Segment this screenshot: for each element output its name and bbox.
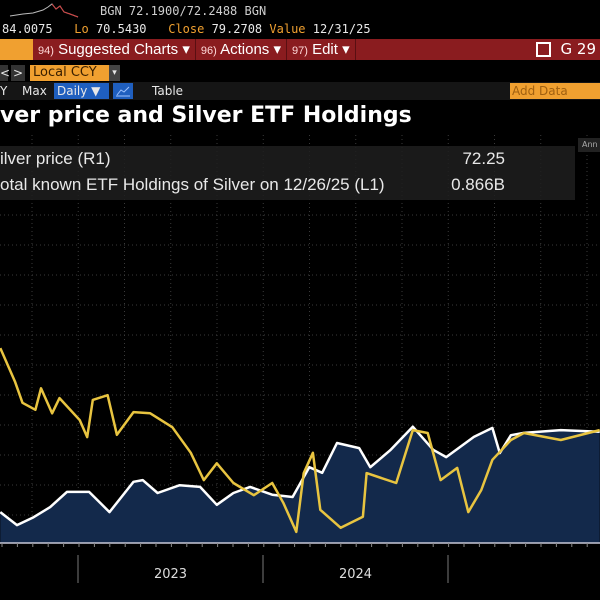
currency-select[interactable]: Local CCY — [30, 65, 109, 81]
export-icon[interactable] — [535, 42, 551, 57]
close-value: 79.2708 — [211, 22, 263, 36]
range-y-button[interactable]: Y — [0, 84, 8, 98]
function-code: G 29 — [560, 40, 596, 58]
high-value: 84.0075 — [2, 22, 53, 36]
legend-value-holdings: 0.866B — [451, 175, 505, 194]
menu-spacer — [356, 39, 536, 60]
value-date: 12/31/25 — [312, 22, 371, 36]
low-value: 70.5430 — [95, 22, 147, 36]
low-label: Lo — [74, 22, 89, 36]
legend-item-price[interactable]: ilver price (R1) — [0, 149, 111, 168]
prev-button[interactable]: < — [0, 65, 11, 81]
x-tick-label: 2023 — [154, 567, 187, 582]
bid-ask-quote: BGN 72.1900/72.2488 BGN — [100, 4, 267, 18]
next-button[interactable]: > — [11, 65, 25, 81]
legend: ilver price (R1) 72.25 otal known ETF Ho… — [0, 146, 575, 200]
annotate-button[interactable]: Ann — [578, 138, 600, 152]
table-button[interactable]: Table — [152, 84, 184, 98]
x-tick-label: 2024 — [339, 567, 372, 582]
sparkline-icon — [9, 3, 79, 18]
command-input[interactable] — [0, 39, 33, 60]
value-label: Value — [269, 22, 306, 36]
legend-item-holdings[interactable]: otal known ETF Holdings of Silver on 12/… — [0, 175, 385, 194]
legend-row-price: ilver price (R1) 72.25 — [0, 146, 575, 172]
close-label: Close — [168, 22, 205, 36]
chart-toolbar: Y Max Daily ▼ Table Add Data — [0, 82, 600, 100]
legend-row-holdings: otal known ETF Holdings of Silver on 12/… — [0, 172, 575, 198]
suggested-charts-menu[interactable]: 94) Suggested Charts ▾ — [33, 39, 196, 60]
edit-menu[interactable]: 97) Edit ▾ — [287, 39, 356, 60]
actions-menu[interactable]: 96) Actions ▾ — [196, 39, 287, 60]
line-chart-icon[interactable] — [113, 83, 133, 99]
holdings-line — [0, 347, 600, 534]
range-max-button[interactable]: Max — [22, 84, 47, 98]
menu-bar: 94) Suggested Charts ▾ 96) Actions ▾ 97)… — [33, 39, 600, 60]
price-line — [0, 425, 600, 527]
chart-title: ver price and Silver ETF Holdings — [0, 103, 412, 128]
chart-plot: 2023 2024 — [0, 135, 600, 583]
price-stats: 84.0075 Lo 70.5430 Close 79.2708 Value 1… — [2, 22, 371, 36]
add-data-input[interactable]: Add Data — [510, 83, 600, 99]
frequency-select[interactable]: Daily ▼ — [54, 83, 109, 99]
legend-value-price: 72.25 — [462, 149, 505, 168]
currency-dropdown[interactable]: ▾ — [109, 65, 120, 81]
